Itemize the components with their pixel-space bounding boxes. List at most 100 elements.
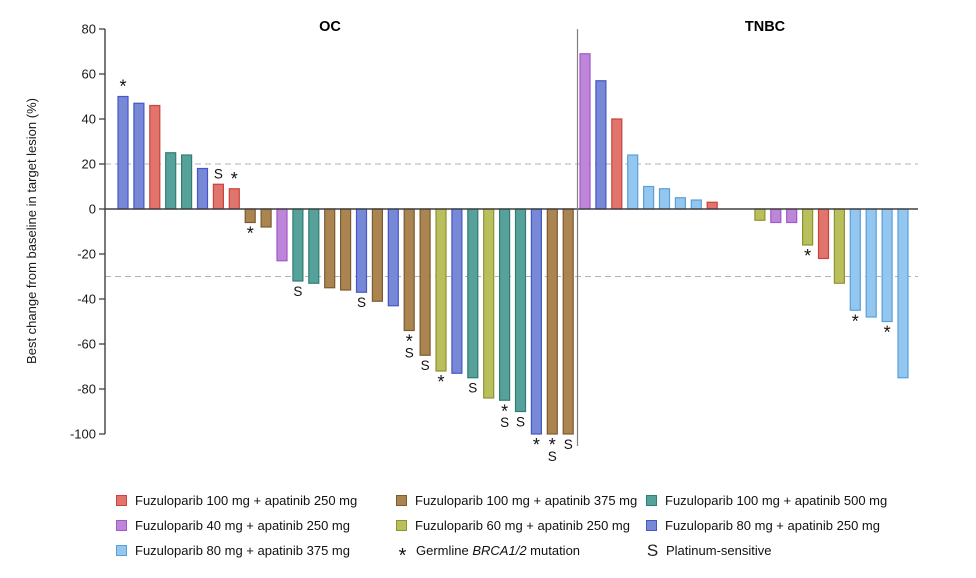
y-tick-label: 60 xyxy=(82,67,96,82)
brca-mutation-marker: * xyxy=(501,401,508,421)
bar xyxy=(881,208,893,323)
legend-label: Fuzuloparib 100 mg + apatinib 500 mg xyxy=(665,493,888,508)
legend-swatch-sky xyxy=(116,545,127,556)
bar xyxy=(770,208,782,224)
bar xyxy=(419,208,431,356)
bar xyxy=(181,154,193,210)
bar xyxy=(530,208,543,435)
legend-item: Fuzuloparib 100 mg + apatinib 500 mg xyxy=(646,492,887,509)
y-tick-label: -60 xyxy=(77,337,96,352)
brca-mutation-marker: * xyxy=(119,77,126,97)
platinum-sensitive-marker: S xyxy=(500,415,509,430)
bar xyxy=(627,154,639,210)
bar xyxy=(260,208,272,228)
brca-mutation-marker: * xyxy=(852,311,859,331)
bar xyxy=(451,208,463,374)
legend-item: Fuzuloparib 100 mg + apatinib 250 mg xyxy=(116,492,357,509)
bar xyxy=(706,201,718,210)
legend-swatch-brown xyxy=(396,495,407,506)
platinum-sensitive-marker: S xyxy=(293,284,302,299)
legend-item: Fuzuloparib 80 mg + apatinib 250 mg xyxy=(646,517,880,534)
bar xyxy=(196,167,209,210)
bar xyxy=(754,208,766,221)
bar xyxy=(499,208,511,401)
platinum-sensitive-marker: S xyxy=(468,381,477,396)
legend-label: Germline BRCA1/2 mutation xyxy=(416,543,581,558)
platinum-sensitive-marker: S xyxy=(421,358,430,373)
panel-title-oc: OC xyxy=(319,19,341,35)
legend-item: Fuzuloparib 40 mg + apatinib 250 mg xyxy=(116,517,350,534)
brca-asterisk-symbol: * xyxy=(398,544,407,567)
y-tick-label: 20 xyxy=(82,157,96,172)
bar xyxy=(849,208,861,311)
bar xyxy=(595,80,607,210)
brca-mutation-marker: * xyxy=(247,224,254,244)
platinum-sensitive-marker: S xyxy=(564,437,573,452)
brca-mutation-marker: * xyxy=(549,435,556,455)
bar xyxy=(149,104,161,210)
y-tick-label: -100 xyxy=(70,427,96,442)
bar xyxy=(801,208,814,246)
platinum-sensitive-marker: S xyxy=(214,166,223,181)
bar xyxy=(674,197,687,210)
bar xyxy=(833,208,846,284)
brca-mutation-marker: * xyxy=(231,169,238,189)
bar xyxy=(514,208,527,413)
bar xyxy=(340,208,352,291)
bar xyxy=(658,188,671,210)
bar xyxy=(276,208,288,262)
bar xyxy=(244,208,256,224)
legend-item: * Germline BRCA1/2 mutation xyxy=(396,542,581,567)
bar xyxy=(865,208,877,318)
bar xyxy=(435,208,447,372)
legend-label: Fuzuloparib 60 mg + apatinib 250 mg xyxy=(415,518,630,533)
legend-swatch-teal xyxy=(646,495,657,506)
legend-label: Platinum-sensitive xyxy=(666,543,772,558)
bar xyxy=(897,208,909,379)
bar xyxy=(403,208,415,332)
y-tick-label: -20 xyxy=(77,247,96,262)
platinum-sensitive-marker: S xyxy=(357,295,366,310)
legend-item: Fuzuloparib 80 mg + apatinib 375 mg xyxy=(116,542,350,559)
y-axis-label: Best change from baseline in target lesi… xyxy=(24,98,39,364)
legend-item: Fuzuloparib 60 mg + apatinib 250 mg xyxy=(396,517,630,534)
bar xyxy=(292,208,304,282)
y-tick-label: 0 xyxy=(89,202,96,217)
bar xyxy=(642,185,655,210)
legend-swatch-purple xyxy=(116,520,127,531)
panel-title-tnbc: TNBC xyxy=(745,19,786,35)
y-tick-label: 80 xyxy=(82,22,96,37)
bar xyxy=(467,208,479,379)
platinum-sensitive-marker: S xyxy=(548,449,557,464)
bar xyxy=(387,208,399,307)
bar xyxy=(562,208,574,435)
bar xyxy=(133,102,145,210)
legend-swatch-red xyxy=(116,495,127,506)
bar xyxy=(371,208,383,302)
platinum-sensitive-marker: S xyxy=(516,414,525,429)
brca-mutation-marker: * xyxy=(884,323,891,343)
y-tick-label: -80 xyxy=(77,382,96,397)
legend-swatch-periwinkle xyxy=(646,520,657,531)
bar xyxy=(579,53,591,210)
brca-mutation-marker: * xyxy=(804,246,811,266)
legend-label: Fuzuloparib 80 mg + apatinib 375 mg xyxy=(135,543,350,558)
brca-mutation-marker: * xyxy=(406,332,413,352)
bar xyxy=(324,208,336,289)
bar xyxy=(355,208,368,293)
bar xyxy=(690,199,702,210)
y-tick-label: -40 xyxy=(77,292,96,307)
platinum-s-symbol: S xyxy=(646,541,659,560)
legend-label: Fuzuloparib 40 mg + apatinib 250 mg xyxy=(135,518,350,533)
legend-label: Fuzuloparib 80 mg + apatinib 250 mg xyxy=(665,518,880,533)
bar xyxy=(817,208,830,260)
bar xyxy=(483,208,495,399)
legend-label: Fuzuloparib 100 mg + apatinib 375 mg xyxy=(415,493,638,508)
bar xyxy=(611,118,623,210)
bar xyxy=(165,152,177,210)
brca-mutation-marker: * xyxy=(533,435,540,455)
legend-item: Fuzuloparib 100 mg + apatinib 375 mg xyxy=(396,492,637,509)
bar xyxy=(546,208,558,435)
